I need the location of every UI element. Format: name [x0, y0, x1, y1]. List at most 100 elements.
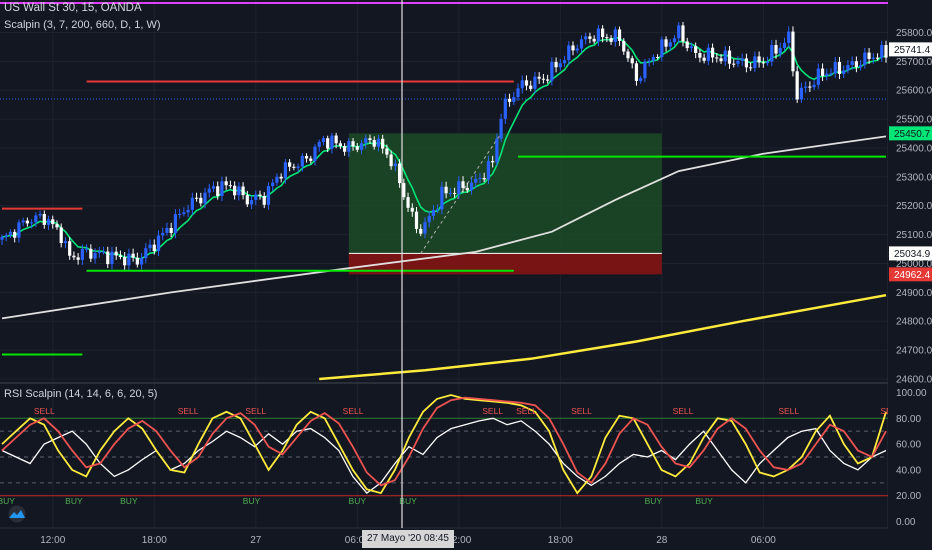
candle-body[interactable] [0, 236, 4, 240]
candle-body[interactable] [376, 138, 381, 147]
candle-body[interactable] [677, 25, 681, 39]
candle-body[interactable] [486, 160, 491, 180]
candle-body[interactable] [529, 85, 533, 89]
candle-body[interactable] [393, 163, 397, 167]
candle-body[interactable] [279, 176, 283, 179]
candle-body[interactable] [161, 232, 165, 236]
candle-body[interactable] [630, 58, 634, 64]
candle-body[interactable] [8, 231, 13, 236]
candle-body[interactable] [875, 57, 880, 59]
candle-body[interactable] [702, 57, 706, 61]
candle-body[interactable] [732, 63, 736, 65]
candle-body[interactable] [351, 141, 355, 147]
candle-body[interactable] [634, 63, 639, 81]
candle-body[interactable] [723, 50, 727, 62]
candle-body[interactable] [211, 186, 216, 189]
candle-body[interactable] [304, 155, 309, 159]
candle-body[interactable] [736, 60, 740, 64]
candle-body[interactable] [812, 84, 816, 88]
candle-body[interactable] [178, 214, 182, 216]
candle-body[interactable] [389, 154, 393, 167]
candle-body[interactable] [647, 60, 651, 62]
candle-body[interactable] [880, 45, 884, 58]
candle-body[interactable] [562, 60, 567, 64]
candle-body[interactable] [465, 187, 469, 191]
candle-body[interactable] [186, 209, 190, 213]
candle-body[interactable] [364, 138, 368, 144]
candle-body[interactable] [842, 70, 846, 74]
tradingview-logo-icon[interactable] [6, 505, 28, 523]
candle-body[interactable] [114, 251, 118, 256]
candle-body[interactable] [765, 61, 770, 64]
candle-body[interactable] [13, 231, 17, 238]
candle-body[interactable] [414, 211, 419, 229]
candle-body[interactable] [76, 257, 80, 260]
candle-body[interactable] [427, 215, 431, 223]
rsi-title[interactable]: RSI Scalpin (14, 14, 6, 6, 20, 5) [4, 388, 158, 400]
candle-body[interactable] [791, 31, 795, 72]
candle-body[interactable] [457, 181, 461, 195]
candle-body[interactable] [321, 138, 326, 142]
candle-body[interactable] [550, 61, 554, 81]
candle-body[interactable] [139, 258, 144, 265]
candle-body[interactable] [846, 64, 850, 71]
candle-body[interactable] [228, 185, 233, 187]
candle-body[interactable] [499, 118, 503, 139]
candle-body[interactable] [275, 176, 279, 183]
candle-body[interactable] [643, 61, 647, 79]
candle-body[interactable] [288, 162, 292, 167]
candle-body[interactable] [72, 255, 76, 258]
candle-body[interactable] [605, 37, 609, 39]
candle-body[interactable] [148, 244, 152, 249]
candle-body[interactable] [753, 56, 757, 68]
candle-body[interactable] [347, 141, 351, 152]
study-title[interactable]: Scalpin (3, 7, 200, 660, D, 1, W) [4, 19, 161, 31]
candle-body[interactable] [482, 177, 486, 180]
candle-body[interactable] [84, 248, 89, 250]
candle-body[interactable] [854, 61, 858, 68]
candle-body[interactable] [694, 46, 698, 54]
candle-body[interactable] [533, 76, 537, 89]
candle-body[interactable] [452, 192, 457, 195]
candle-body[interactable] [300, 155, 304, 167]
candle-body[interactable] [224, 181, 228, 186]
candle-body[interactable] [249, 200, 254, 205]
candles[interactable] [0, 21, 888, 271]
candle-body[interactable] [292, 166, 296, 168]
candle-body[interactable] [385, 148, 389, 155]
candle-body[interactable] [601, 28, 605, 38]
candle-body[interactable] [135, 257, 139, 265]
candle-body[interactable] [448, 192, 452, 194]
candle-body[interactable] [127, 253, 131, 266]
candle-body[interactable] [89, 248, 93, 259]
candle-body[interactable] [461, 181, 465, 188]
candle-body[interactable] [381, 138, 385, 149]
candle-body[interactable] [613, 29, 617, 42]
candle-body[interactable] [537, 76, 541, 79]
candle-body[interactable] [541, 78, 545, 80]
candle-body[interactable] [338, 143, 342, 147]
candle-body[interactable] [524, 80, 529, 86]
candle-body[interactable] [63, 241, 68, 244]
candle-body[interactable] [156, 235, 161, 252]
candle-body[interactable] [110, 251, 114, 265]
candle-body[interactable] [262, 195, 266, 205]
candle-body[interactable] [495, 138, 499, 163]
candle-body[interactable] [444, 186, 448, 194]
candle-body[interactable] [436, 209, 440, 211]
candle-body[interactable] [871, 57, 875, 59]
candle-body[interactable] [4, 235, 8, 237]
candle-body[interactable] [406, 197, 410, 208]
candle-body[interactable] [799, 87, 804, 100]
candle-body[interactable] [241, 186, 245, 196]
candle-body[interactable] [596, 28, 600, 42]
candle-body[interactable] [655, 56, 660, 58]
candle-body[interactable] [761, 62, 765, 64]
candle-body[interactable] [118, 255, 123, 258]
candle-body[interactable] [727, 50, 732, 64]
candle-body[interactable] [123, 257, 127, 266]
candle-body[interactable] [152, 244, 156, 252]
candle-body[interactable] [101, 251, 106, 253]
candle-body[interactable] [617, 29, 622, 41]
candle-body[interactable] [25, 220, 29, 224]
